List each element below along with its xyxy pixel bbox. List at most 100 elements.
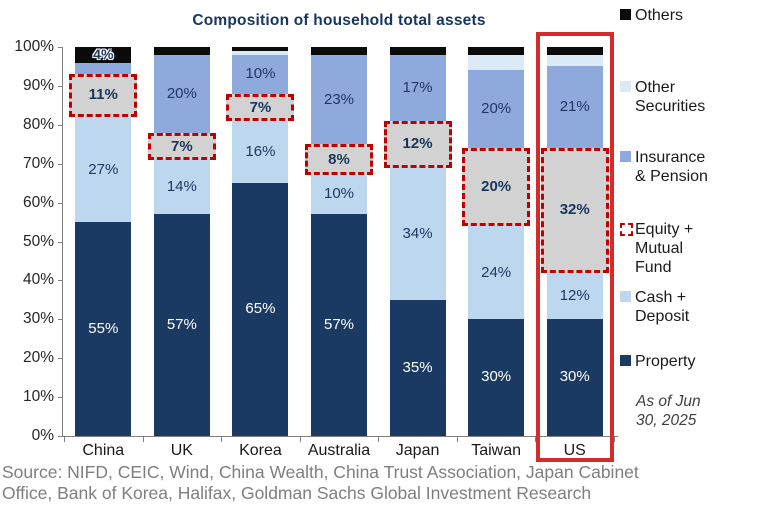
- bar-segment-taiwan-property: 30%: [468, 319, 525, 436]
- segment-value-label: 12%: [559, 286, 590, 304]
- x-category-label-australia: Australia: [307, 442, 371, 459]
- source-note: Source: NIFD, CEIC, Wind, China Wealth, …: [2, 462, 757, 504]
- bar-segment-australia-equity-mutual-fund: 8%: [305, 144, 373, 176]
- segment-value-label: 14%: [166, 177, 197, 195]
- y-tick-mark: [58, 319, 63, 321]
- bar-segment-us-others: [546, 47, 603, 55]
- segment-value-label: 57%: [166, 316, 197, 334]
- segment-value-label: 24%: [481, 263, 512, 281]
- y-tick-mark: [58, 85, 63, 87]
- segment-value-label: 7%: [171, 137, 193, 155]
- bar-segment-taiwan-insurance-pension: 20%: [468, 70, 525, 149]
- segment-value-label: 4%: [93, 46, 114, 63]
- y-tick-label: 90%: [22, 76, 54, 94]
- segment-value-label: 32%: [559, 201, 590, 219]
- legend-label: Property: [635, 353, 696, 370]
- segment-value-label: 17%: [402, 78, 433, 96]
- bar-segment-taiwan-others: [468, 47, 525, 55]
- segment-value-label: 10%: [245, 64, 276, 82]
- as-of-note: As of Jun 30, 2025: [636, 393, 701, 430]
- source-line-2: Office, Bank of Korea, Halifax, Goldman …: [2, 483, 592, 503]
- x-category-label-us: US: [563, 442, 586, 459]
- x-category-label-taiwan: Taiwan: [471, 442, 522, 459]
- y-tick-mark: [58, 358, 63, 360]
- bar-segment-japan-property: 35%: [389, 299, 446, 436]
- y-tick-label: 30%: [22, 310, 54, 328]
- legend-swatch-icon: [620, 151, 631, 162]
- legend-label: Insurance & Pension: [635, 149, 708, 186]
- bar-segment-australia-others: [311, 47, 367, 55]
- x-category-label-uk: UK: [170, 442, 193, 459]
- x-tick-mark: [299, 437, 301, 442]
- bar-segment-uk-insurance-pension: 20%: [153, 54, 210, 133]
- bar-segment-us-equity-mutual-fund: 32%: [540, 148, 609, 273]
- bar-segment-korea-other-securities: [232, 50, 289, 55]
- legend-label: Equity + Mutual Fund: [635, 221, 694, 277]
- y-tick-label: 80%: [22, 115, 54, 133]
- us-highlight-box: [535, 32, 614, 462]
- legend-swatch-icon: [620, 355, 631, 366]
- x-tick-mark: [221, 437, 223, 442]
- y-tick-label: 0%: [31, 427, 54, 444]
- y-tick-mark: [58, 241, 63, 243]
- segment-value-label: 11%: [88, 86, 118, 104]
- segment-value-label: 16%: [245, 142, 276, 160]
- chart-title: Composition of household total assets: [192, 12, 486, 29]
- segment-value-label: 7%: [249, 98, 272, 116]
- y-tick-label: 10%: [22, 388, 54, 406]
- legend-label: Other Securities: [635, 79, 706, 116]
- y-tick-mark: [58, 47, 63, 48]
- bar-segment-taiwan-equity-mutual-fund: 20%: [462, 148, 531, 226]
- bar-segment-taiwan-other-securities: [468, 54, 525, 71]
- segment-value-label: 30%: [559, 368, 590, 386]
- bar-segment-japan-insurance-pension: 17%: [389, 54, 446, 121]
- segment-value-label: 10%: [323, 185, 355, 203]
- bar-segment-japan-cash-deposit: 34%: [389, 167, 446, 300]
- source-line-1: Source: NIFD, CEIC, Wind, China Wealth, …: [2, 462, 639, 482]
- bar-segment-us-property: 30%: [546, 319, 603, 436]
- y-tick-label: 40%: [22, 271, 54, 289]
- bar-segment-china-property: 55%: [75, 222, 132, 436]
- segment-value-label: 55%: [88, 320, 119, 338]
- segment-value-label: 20%: [166, 84, 197, 102]
- bar-segment-korea-others: [232, 47, 289, 51]
- segment-value-label: 21%: [559, 98, 590, 116]
- legend-swatch-icon: [620, 9, 631, 20]
- legend-swatch-icon: [620, 291, 631, 302]
- y-tick-mark: [58, 124, 63, 126]
- bar-segment-china-insurance-pension: [75, 62, 132, 75]
- segment-value-label: 12%: [402, 134, 433, 152]
- bar-segment-korea-equity-mutual-fund: 7%: [226, 93, 295, 121]
- y-tick-label: 50%: [22, 232, 54, 250]
- x-tick-mark: [142, 437, 144, 442]
- y-tick-mark: [58, 436, 63, 437]
- segment-value-label: 20%: [481, 100, 512, 118]
- segment-value-label: 8%: [328, 151, 350, 169]
- plot-area: 55% 27% 11% 4% 57% 14% 7% 20% 65% 16% 7% 10% 57% 10% 8…: [64, 46, 614, 436]
- bar-segment-uk-equity-mutual-fund: 7%: [147, 132, 216, 160]
- segment-value-label: 27%: [88, 161, 119, 179]
- x-tick-mark: [378, 437, 380, 442]
- legend-swatch-icon: [620, 223, 633, 236]
- bar-segment-china-others: 4%: [75, 46, 132, 63]
- bar-segment-uk-others: [153, 47, 210, 55]
- x-tick-mark: [64, 437, 65, 442]
- segment-value-label: 20%: [481, 178, 512, 196]
- bar-segment-uk-cash-deposit: 14%: [153, 159, 210, 215]
- y-tick-mark: [58, 280, 63, 282]
- bar-segment-japan-others: [389, 47, 446, 55]
- y-tick-label: 100%: [14, 38, 54, 55]
- legend-swatch-icon: [620, 81, 631, 92]
- legend-label: Cash + Deposit: [635, 289, 690, 326]
- y-tick-mark: [58, 397, 63, 399]
- y-tick-label: 60%: [22, 193, 54, 211]
- bar-segment-korea-property: 65%: [232, 183, 289, 436]
- bar-segment-us-cash-deposit: 12%: [546, 272, 603, 320]
- x-tick-mark: [614, 437, 615, 442]
- x-tick-mark: [456, 437, 458, 442]
- legend-label: Others: [635, 7, 684, 24]
- bar-segment-china-cash-deposit: 27%: [75, 117, 132, 223]
- y-tick-mark: [58, 202, 63, 204]
- segment-value-label: 30%: [481, 368, 512, 386]
